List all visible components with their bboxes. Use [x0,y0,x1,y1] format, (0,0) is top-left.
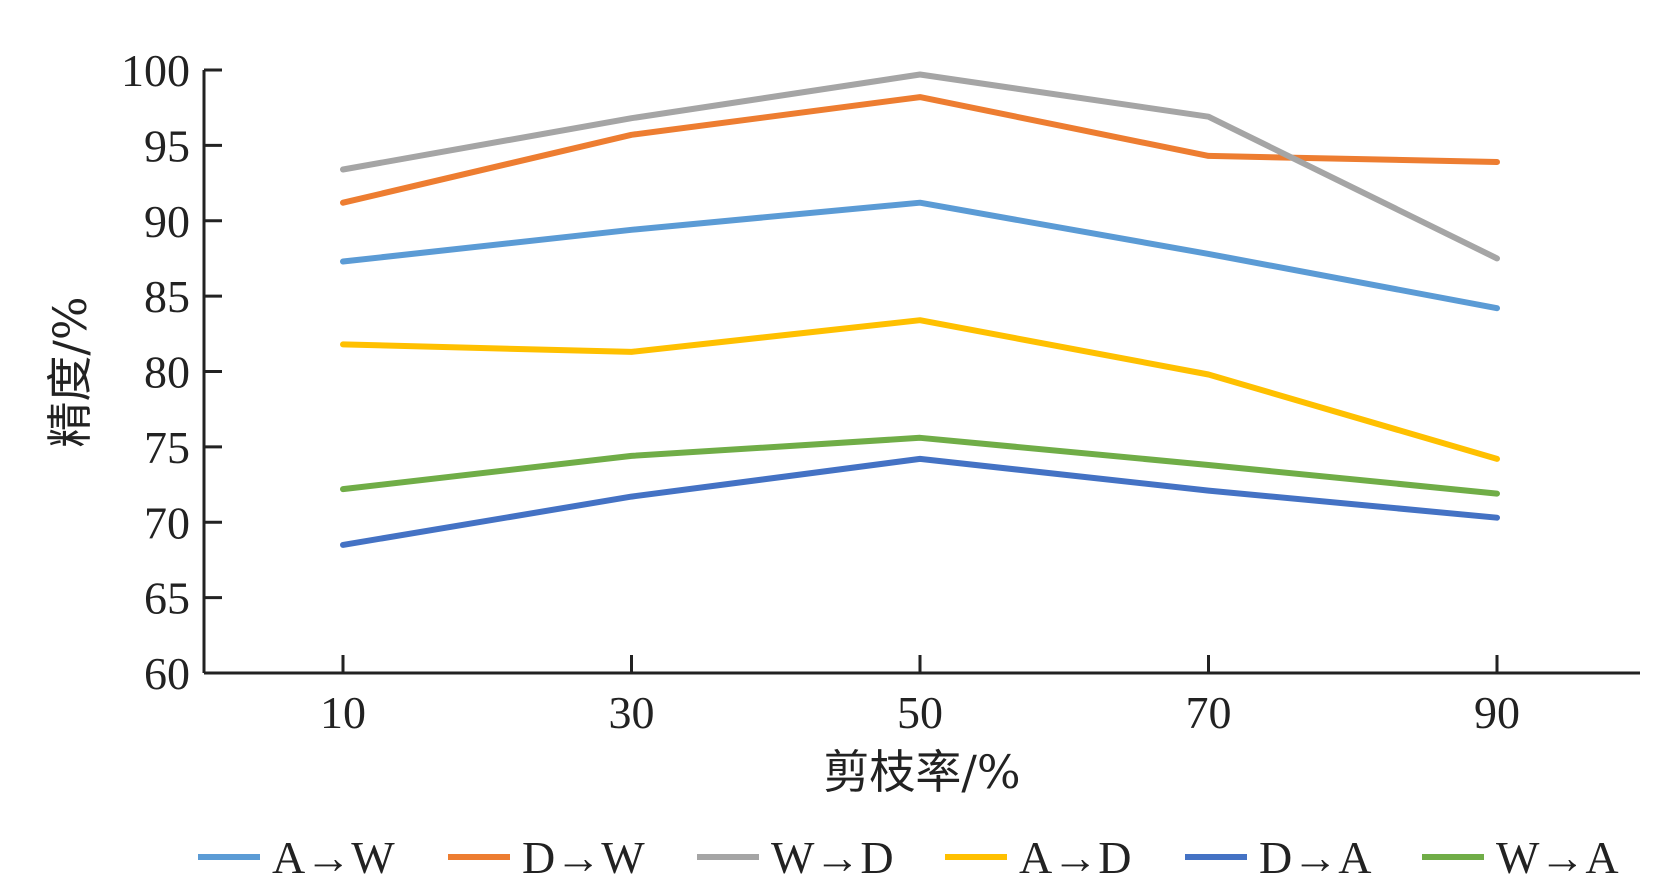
legend-label: W→A [1496,832,1619,883]
y-tick-label: 85 [144,271,190,322]
series-line [340,455,1500,548]
x-axis-title: 剪枝率/% [823,745,1020,799]
y-axis-title: 精度/% [43,296,97,447]
x-tick-label: 10 [320,687,366,738]
y-tick-label: 95 [144,120,190,171]
y-tick-label: 70 [144,497,190,548]
x-axis-ticks: 10 30 50 70 90 [320,655,1520,738]
y-tick-label: 100 [121,45,190,96]
legend-item: W→A [1422,832,1619,883]
legend-label: A→D [1019,832,1131,883]
series-line [340,199,1500,312]
x-tick-label: 90 [1474,687,1520,738]
y-tick-label: 80 [144,347,190,398]
legend-label: D→A [1259,832,1371,883]
legend-item: D→A [1185,832,1371,883]
legend: A→W D→W W→D A→D D→A W→A [198,832,1619,883]
legend-item: A→W [198,832,395,883]
y-tick-label: 90 [144,196,190,247]
series-line [340,71,1500,262]
y-tick-label: 65 [144,573,190,624]
legend-item: A→D [945,832,1131,883]
legend-label: D→W [522,832,645,883]
legend-label: A→W [272,832,395,883]
series-line [340,94,1500,206]
x-tick-label: 50 [897,687,943,738]
series-line [340,317,1500,462]
x-tick-label: 30 [609,687,655,738]
x-tick-label: 70 [1186,687,1232,738]
y-axis-ticks: 60 65 70 75 80 85 90 95 100 [121,45,222,699]
series-lines [340,71,1500,548]
series-line [340,434,1500,497]
legend-item: D→W [448,832,645,883]
y-tick-label: 60 [144,648,190,699]
y-tick-label: 75 [144,422,190,473]
legend-item: W→D [697,832,894,883]
legend-label: W→D [771,832,894,883]
